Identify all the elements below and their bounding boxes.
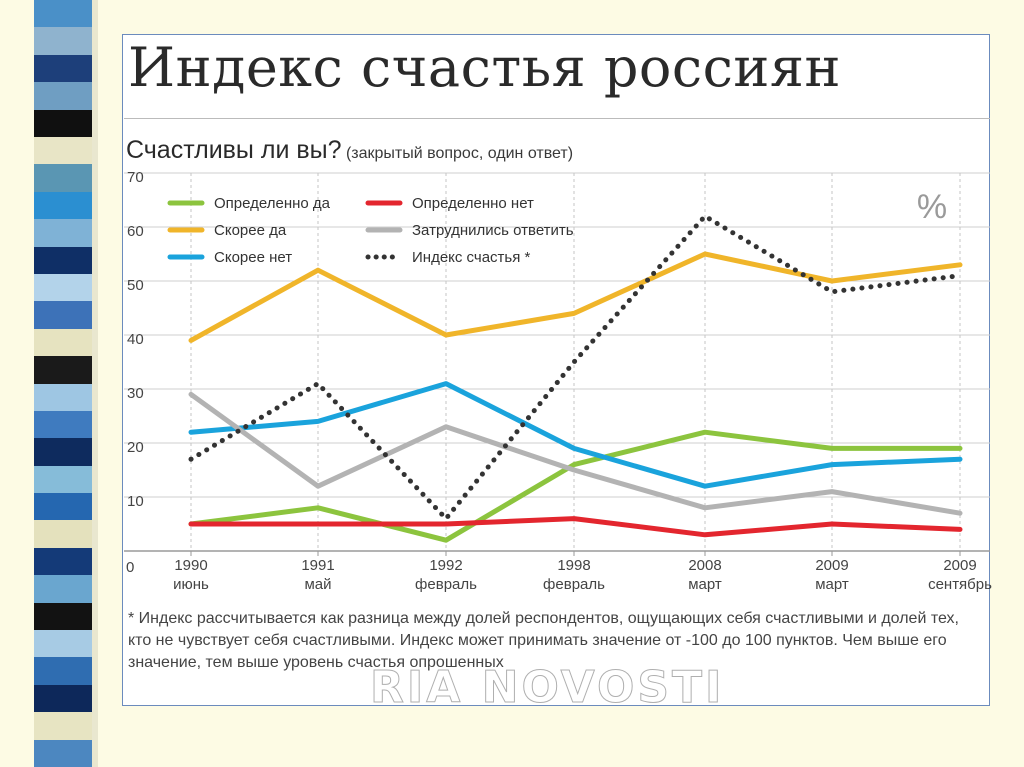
decorative-stripe — [34, 630, 92, 658]
x-tick-year-label: 1998 — [557, 557, 590, 574]
decorative-stripe — [34, 602, 92, 631]
y-tick-label: 30 — [127, 385, 144, 402]
legend-label: Скорее да — [214, 222, 287, 239]
decorative-stripe — [34, 273, 92, 302]
decorative-stripe — [34, 493, 92, 521]
question-text: Счастливы ли вы? — [126, 136, 342, 164]
x-tick-month-label: март — [688, 576, 722, 593]
unit-percent-label: % — [917, 188, 947, 226]
y-tick-label: 60 — [127, 223, 144, 240]
decorative-stripe — [34, 136, 92, 165]
x-tick-year-label: 2008 — [688, 557, 721, 574]
y-tick-label: 10 — [127, 493, 144, 510]
x-tick-year-label: 2009 — [943, 557, 976, 574]
decorative-stripe — [34, 547, 92, 576]
decorative-stripe — [34, 712, 92, 741]
decorative-stripe — [34, 520, 92, 549]
decorative-stripe — [34, 219, 92, 248]
x-tick-month-label: июнь — [173, 576, 209, 593]
title-divider — [124, 118, 990, 119]
decorative-stripe — [34, 82, 92, 111]
x-tick-year-label: 1992 — [429, 557, 462, 574]
decorative-stripe-band — [0, 0, 112, 767]
page-title: Индекс счастья россиян — [128, 36, 841, 99]
decorative-stripe — [34, 164, 92, 193]
y-tick-label: 40 — [127, 331, 144, 348]
decorative-stripe — [34, 301, 92, 330]
y-zero-label: 0 — [126, 559, 134, 576]
decorative-stripe — [34, 27, 92, 56]
decorative-stripe — [34, 575, 92, 604]
legend-label: Индекс счастья * — [412, 249, 531, 266]
decorative-stripe — [34, 191, 92, 220]
decorative-stripe — [34, 438, 92, 467]
legend-label: Скорее нет — [214, 249, 292, 266]
decorative-stripe — [34, 465, 92, 494]
series-line — [188, 213, 963, 522]
decorative-stripe — [34, 109, 92, 138]
x-tick-month-label: март — [815, 576, 849, 593]
x-tick-year-label: 2009 — [815, 557, 848, 574]
series-line — [188, 251, 963, 343]
decorative-stripe — [34, 657, 92, 686]
decorative-stripe — [34, 0, 92, 28]
decorative-stripe — [34, 739, 92, 767]
chart-panel — [122, 34, 990, 706]
decorative-stripe — [34, 410, 92, 439]
legend-label: Определенно да — [214, 195, 331, 212]
y-tick-label: 70 — [127, 169, 144, 186]
footnote: * Индекс рассчитывается как разница межд… — [128, 610, 959, 671]
watermark: RIA NOVOSTI — [369, 662, 725, 714]
decorative-stripe — [34, 383, 92, 412]
x-tick-year-label: 1991 — [301, 557, 334, 574]
x-tick-month-label: май — [304, 576, 331, 593]
x-tick-year-label: 1990 — [174, 557, 207, 574]
y-tick-label: 50 — [127, 277, 144, 294]
x-tick-month-label: февраль — [415, 576, 477, 593]
legend-label: Затруднились ответить — [412, 222, 574, 239]
series-line — [188, 429, 963, 543]
decorative-stripe — [34, 54, 92, 83]
decorative-stripe — [34, 356, 92, 384]
question-heading: Счастливы ли вы? (закрытый вопрос, один … — [126, 136, 573, 165]
legend-label: Определенно нет — [412, 195, 534, 212]
y-tick-label: 20 — [127, 439, 144, 456]
series-line — [188, 516, 963, 538]
x-tick-month-label: февраль — [543, 576, 605, 593]
decorative-stripe — [34, 684, 92, 713]
decorative-stripe — [34, 328, 92, 357]
series-line — [188, 381, 963, 489]
stripe-band-edge — [92, 0, 98, 767]
x-tick-month-label: сентябрь — [928, 576, 992, 593]
series-line — [188, 391, 963, 516]
question-note: (закрытый вопрос, один ответ) — [345, 145, 574, 162]
decorative-stripe — [34, 246, 92, 275]
